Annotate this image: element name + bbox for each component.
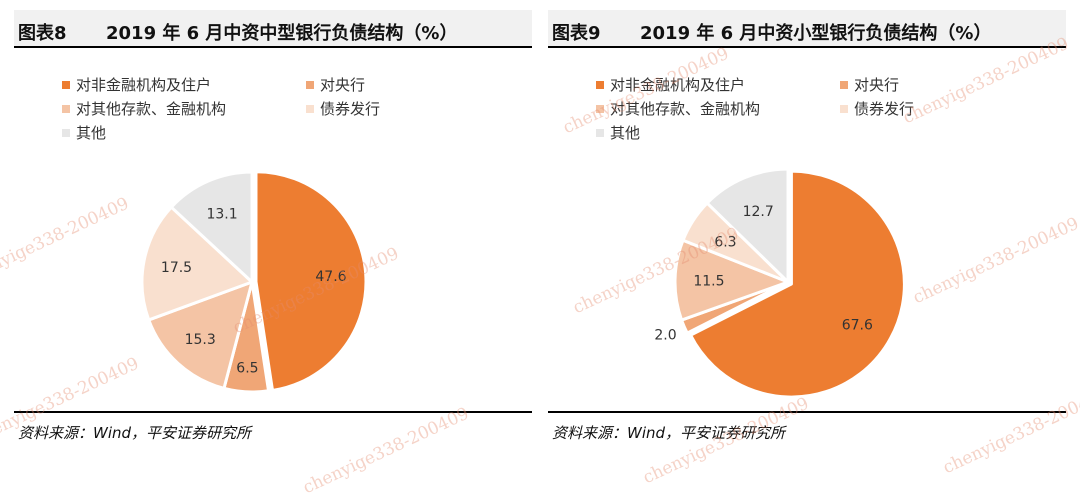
pie-slice-other-deposits	[147, 280, 254, 390]
legend-swatch	[62, 80, 70, 89]
legend-label: 对央行	[854, 76, 900, 94]
data-label-bond-issuance: 17.5	[161, 260, 192, 276]
legend-swatch	[596, 128, 604, 137]
legend-item-nonfinancial: 对非金融机构及住户	[62, 74, 211, 96]
legend-swatch	[596, 104, 604, 113]
legend-label: 对其他存款、金融机构	[76, 100, 227, 118]
legend-item-other-deposits: 对其他存款、金融机构	[596, 98, 760, 120]
figure-title: 2019 年 6 月中资中型银行负债结构（%）	[106, 23, 458, 44]
legend-label: 其他	[610, 124, 641, 142]
data-label-other: 12.7	[743, 204, 774, 220]
legend-label: 对其他存款、金融机构	[610, 100, 761, 118]
legend-label: 债券发行	[854, 100, 915, 118]
source-bar: 资料来源：Wind，平安证券研究所	[14, 411, 532, 447]
data-label-bond-issuance: 6.3	[714, 234, 736, 250]
figure-label: 图表9	[552, 23, 601, 44]
chart-panel-medium-banks: 图表8 2019 年 6 月中资中型银行负债结构（%） 对非金融机构及住户 对央…	[14, 0, 546, 458]
legend-label: 对非金融机构及住户	[76, 76, 212, 94]
data-label-nonfinancial: 47.6	[315, 269, 346, 285]
legend-item-other: 其他	[62, 122, 106, 144]
data-label-other-deposits: 15.3	[185, 332, 216, 348]
source-bar: 资料来源：Wind，平安证券研究所	[548, 411, 1066, 447]
legend-swatch	[596, 80, 604, 89]
legend-swatch	[306, 80, 314, 89]
legend-swatch	[840, 80, 848, 89]
data-label-central-bank: 2.0	[654, 328, 676, 344]
source-note: 资料来源：Wind，平安证券研究所	[18, 424, 252, 442]
source-note: 资料来源：Wind，平安证券研究所	[552, 424, 786, 442]
legend-label: 其他	[76, 124, 107, 142]
legend-swatch	[306, 104, 314, 113]
pie-slice-nonfinancial	[254, 170, 368, 392]
pie-slice-bond-issuance	[140, 205, 254, 322]
figure-title-bar: 图表8 2019 年 6 月中资中型银行负债结构（%）	[14, 10, 532, 48]
data-label-other-deposits: 11.5	[693, 274, 724, 290]
figure-label: 图表8	[18, 23, 67, 44]
legend-label: 对非金融机构及住户	[610, 76, 746, 94]
figure-title-bar: 图表9 2019 年 6 月中资小型银行负债结构（%）	[548, 10, 1066, 48]
legend-swatch	[840, 104, 848, 113]
legend-item-central-bank: 对央行	[840, 74, 899, 96]
legend-item-nonfinancial: 对非金融机构及住户	[596, 74, 745, 96]
legend-item-other: 其他	[596, 122, 640, 144]
chart-legend: 对非金融机构及住户 对央行 对其他存款、金融机构 债券发行 其他	[14, 70, 534, 150]
data-label-nonfinancial: 67.6	[842, 318, 873, 334]
data-label-central-bank: 6.5	[236, 361, 258, 377]
legend-item-bond-issuance: 债券发行	[306, 98, 380, 120]
figure-title: 2019 年 6 月中资小型银行负债结构（%）	[640, 23, 992, 44]
legend-label: 对央行	[320, 76, 366, 94]
legend-item-central-bank: 对央行	[306, 74, 365, 96]
legend-item-bond-issuance: 债券发行	[840, 98, 914, 120]
pie-slice-other	[169, 170, 254, 284]
pie-slice-other-deposits	[673, 238, 790, 322]
chart-legend: 对非金融机构及住户 对央行 对其他存款、金融机构 债券发行 其他	[548, 70, 1068, 150]
legend-swatch	[62, 128, 70, 137]
data-label-other: 13.1	[206, 206, 237, 222]
pie-slice-nonfinancial	[689, 169, 906, 399]
pie-chart: 47.6 6.5 15.3 17.5 13.1	[140, 170, 368, 394]
pie-chart: 67.6 2.0 11.5 6.3 12.7	[654, 167, 906, 399]
chart-panel-small-banks: 图表9 2019 年 6 月中资小型银行负债结构（%） 对非金融机构及住户 对央…	[548, 0, 1080, 458]
legend-item-other-deposits: 对其他存款、金融机构	[62, 98, 226, 120]
pie-slice-other	[705, 167, 790, 284]
legend-label: 债券发行	[320, 100, 381, 118]
legend-swatch	[62, 104, 70, 113]
